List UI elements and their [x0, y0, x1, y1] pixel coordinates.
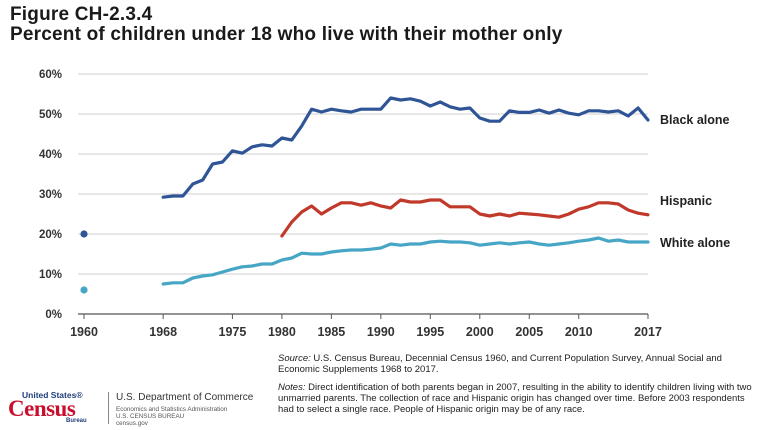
data-point-black-alone — [80, 230, 88, 238]
source-note: Source: U.S. Census Bureau, Decennial Ce… — [278, 353, 748, 375]
x-tick-label: 2000 — [466, 325, 494, 339]
source-label: Source: — [278, 353, 311, 364]
y-tick-label: 30% — [39, 189, 62, 201]
logo-line2: U.S. CENSUS BUREAU — [116, 413, 185, 420]
chart-title: Percent of children under 18 who live wi… — [10, 24, 563, 45]
x-tick-label: 2005 — [515, 325, 543, 339]
census-wordmark: United States® Census Bureau — [8, 390, 103, 428]
x-tick-label: 1990 — [367, 325, 395, 339]
data-point-white-alone — [80, 286, 88, 294]
notes-label: Notes: — [278, 382, 306, 393]
series-lines — [80, 96, 650, 294]
grid-lines — [78, 73, 648, 315]
series-line-black-alone — [161, 96, 650, 199]
logo-department: U.S. Department of Commerce — [116, 392, 254, 403]
x-tick-label: 1975 — [219, 325, 247, 339]
line-chart: 0% 10% 20% 30% 40% 50% 60% 1960 1968 1975 1980 198… — [39, 69, 730, 339]
x-tick-label: 1960 — [70, 325, 98, 339]
x-tick-label: 1995 — [416, 325, 444, 339]
series-labels: Black alone Hispanic White alone — [660, 113, 730, 250]
x-axis-ticks: 1960 1968 1975 1980 1985 1990 1995 2000 2005 2010… — [70, 314, 662, 339]
logo-divider — [108, 392, 109, 424]
y-tick-label: 10% — [39, 269, 62, 281]
logo-census: Census — [8, 396, 76, 421]
x-tick-label: 1985 — [317, 325, 345, 339]
logo-line1: Economics and Statistics Administration — [116, 406, 228, 413]
x-tick-label: 1980 — [268, 325, 296, 339]
series-label-black-alone: Black alone — [660, 113, 730, 127]
logo-line3: census.gov — [116, 420, 148, 427]
y-tick-label: 0% — [45, 309, 62, 321]
series-line-hispanic — [280, 198, 650, 238]
x-tick-label: 1968 — [149, 325, 177, 339]
y-axis-ticks: 0% 10% 20% 30% 40% 50% 60% — [39, 69, 62, 321]
y-tick-label: 20% — [39, 229, 62, 241]
figure-label: Figure CH-2.3.4 — [10, 4, 153, 25]
notes: Notes: Direct identification of both par… — [278, 382, 753, 415]
series-line-white-alone — [161, 236, 650, 286]
y-tick-label: 40% — [39, 149, 62, 161]
notes-text: Direct identification of both parents be… — [278, 382, 752, 415]
x-tick-label: 2010 — [565, 325, 593, 339]
series-label-white-alone: White alone — [660, 236, 730, 250]
census-logo[interactable]: United States® Census Bureau U.S. Depart… — [8, 390, 258, 428]
logo-top: United States® — [22, 390, 83, 400]
y-tick-label: 60% — [39, 69, 62, 81]
x-tick-label: 2017 — [634, 325, 662, 339]
source-text: U.S. Census Bureau, Decennial Census 196… — [278, 353, 722, 375]
y-tick-label: 50% — [39, 109, 62, 121]
logo-bureau: Bureau — [66, 418, 87, 424]
series-label-hispanic: Hispanic — [660, 194, 712, 208]
